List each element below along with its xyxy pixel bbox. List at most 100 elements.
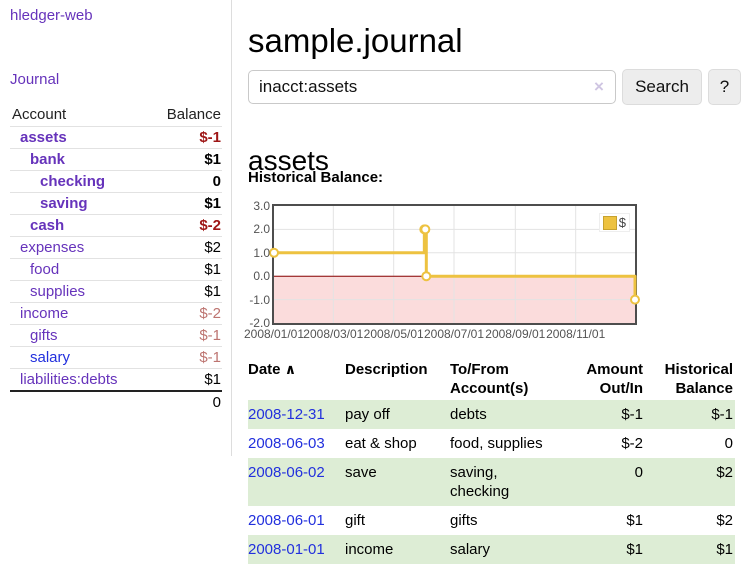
account-link[interactable]: expenses bbox=[20, 239, 85, 256]
y-tick-label: 0.0 bbox=[253, 269, 270, 284]
account-balance: $1 bbox=[204, 283, 221, 300]
account-link[interactable]: liabilities:debts bbox=[20, 371, 118, 388]
help-button[interactable]: ? bbox=[708, 69, 741, 105]
accounts-total: 0 bbox=[212, 394, 221, 411]
register-row: 2008-06-01 gift gifts $1 $2 bbox=[248, 506, 735, 535]
accounts-table-header: Account Balance bbox=[10, 103, 222, 127]
date-header-label: Date bbox=[248, 361, 281, 378]
account-balance: $-1 bbox=[199, 129, 221, 146]
account-link[interactable]: food bbox=[30, 261, 60, 278]
transaction-accounts: salary bbox=[450, 541, 491, 558]
y-tick-label: 3.0 bbox=[253, 199, 270, 213]
accounts-total-row: 0 bbox=[10, 391, 222, 413]
search-input[interactable] bbox=[248, 70, 616, 104]
register-header-date[interactable]: Date ∧ bbox=[248, 358, 345, 400]
app-brand-link[interactable]: hledger-web bbox=[10, 7, 93, 24]
transaction-description: pay off bbox=[345, 406, 390, 423]
transaction-amount: $1 bbox=[626, 541, 643, 558]
transaction-amount: $1 bbox=[626, 512, 643, 529]
account-balance: $-1 bbox=[199, 327, 221, 344]
search-bar: × Search ? bbox=[248, 69, 742, 105]
accounts-header-balance: Balance bbox=[166, 106, 221, 123]
y-tick-label: 2.0 bbox=[253, 222, 270, 237]
account-balance: $1 bbox=[204, 195, 221, 212]
register-header-row: Date ∧ Description To/From Account(s) Am… bbox=[248, 358, 735, 400]
transaction-balance: $2 bbox=[716, 464, 733, 481]
transaction-date-link[interactable]: 2008-06-01 bbox=[248, 512, 325, 529]
register-row: 2008-01-01 income salary $1 $1 bbox=[248, 535, 735, 564]
register-row: 2008-06-02 save saving, checking 0 $2 bbox=[248, 458, 735, 506]
sort-ascending-icon: ∧ bbox=[284, 361, 297, 377]
balance-chart-svg bbox=[269, 206, 640, 323]
sidebar: hledger-web Journal Account Balance asse… bbox=[0, 0, 232, 456]
y-tick-label: -2.0 bbox=[249, 316, 270, 330]
transaction-description: eat & shop bbox=[345, 435, 417, 452]
account-row: gifts $-1 bbox=[10, 324, 222, 347]
account-link[interactable]: checking bbox=[40, 173, 106, 190]
transaction-balance: $1 bbox=[716, 541, 733, 558]
search-button[interactable]: Search bbox=[622, 69, 702, 105]
x-tick-label: 2008/11/01 bbox=[546, 327, 606, 341]
legend-label: $ bbox=[618, 215, 626, 230]
account-balance: $1 bbox=[204, 261, 221, 278]
register-row: 2008-12-31 pay off debts $-1 $-1 bbox=[248, 400, 735, 429]
account-balance: $-2 bbox=[199, 305, 221, 322]
transaction-date-link[interactable]: 2008-06-03 bbox=[248, 435, 325, 452]
account-row: food $1 bbox=[10, 258, 222, 281]
x-tick-label: 2008/09/01 bbox=[485, 327, 546, 341]
register-header-amount: Amount Out/In bbox=[586, 361, 643, 397]
register-header-accounts: To/From Account(s) bbox=[450, 361, 529, 397]
account-row: liabilities:debts $1 bbox=[10, 368, 222, 392]
transaction-amount: $-2 bbox=[621, 435, 643, 452]
account-link[interactable]: cash bbox=[30, 217, 65, 234]
account-link[interactable]: assets bbox=[20, 129, 67, 146]
account-balance: $-2 bbox=[199, 217, 221, 234]
sidebar-item-journal[interactable]: Journal bbox=[10, 71, 60, 88]
account-balance: $-1 bbox=[199, 349, 221, 366]
data-point-marker bbox=[421, 271, 432, 282]
account-row: saving $1 bbox=[10, 192, 222, 215]
transaction-description: save bbox=[345, 464, 377, 481]
register-header-description: Description bbox=[345, 361, 428, 378]
transaction-accounts: saving, checking bbox=[450, 464, 510, 500]
transaction-date-link[interactable]: 2008-01-01 bbox=[248, 541, 325, 558]
data-point-marker bbox=[269, 247, 279, 258]
account-balance: $1 bbox=[204, 151, 221, 168]
register-table-body: 2008-12-31 pay off debts $-1 $-1 2008-06-… bbox=[248, 400, 735, 564]
account-row: checking 0 bbox=[10, 170, 222, 193]
y-tick-label: 1.0 bbox=[253, 245, 270, 260]
account-link[interactable]: salary bbox=[30, 349, 71, 366]
register-header-balance: Historical Balance bbox=[664, 361, 733, 397]
legend-swatch-icon bbox=[602, 215, 617, 230]
account-row: bank $1 bbox=[10, 148, 222, 171]
account-link[interactable]: bank bbox=[30, 151, 66, 168]
account-row: salary $-1 bbox=[10, 346, 222, 369]
transaction-description: income bbox=[345, 541, 394, 558]
x-tick-label: 2008/03/01 bbox=[303, 327, 364, 341]
transaction-amount: $-1 bbox=[621, 406, 643, 423]
data-point-marker bbox=[630, 294, 640, 305]
y-tick-label: -1.0 bbox=[249, 292, 270, 307]
transaction-accounts: gifts bbox=[450, 512, 478, 529]
transaction-date-link[interactable]: 2008-06-02 bbox=[248, 464, 325, 481]
transaction-description: gift bbox=[345, 512, 366, 529]
transaction-balance: $2 bbox=[716, 512, 733, 529]
register-table: Date ∧ Description To/From Account(s) Am… bbox=[248, 358, 735, 564]
account-link[interactable]: supplies bbox=[30, 283, 86, 300]
clear-search-icon[interactable]: × bbox=[594, 77, 604, 96]
account-link[interactable]: gifts bbox=[30, 327, 58, 344]
x-tick-label: 2008/05/01 bbox=[363, 327, 424, 341]
transaction-accounts: debts bbox=[450, 406, 487, 423]
account-row: income $-2 bbox=[10, 302, 222, 325]
account-link[interactable]: saving bbox=[40, 195, 88, 212]
transaction-date-link[interactable]: 2008-12-31 bbox=[248, 406, 325, 423]
accounts-table: Account Balance assets $-1 bank $1 checkin… bbox=[10, 103, 222, 413]
transaction-balance: 0 bbox=[724, 435, 733, 452]
x-tick-label: 2008/01/01 bbox=[243, 327, 305, 341]
transaction-accounts: food, supplies bbox=[450, 435, 543, 452]
page-title: sample.journal bbox=[248, 22, 463, 60]
chart-legend: $ bbox=[598, 213, 630, 232]
account-balance: $2 bbox=[204, 239, 221, 256]
transaction-balance: $-1 bbox=[711, 406, 733, 423]
account-link[interactable]: income bbox=[20, 305, 69, 322]
